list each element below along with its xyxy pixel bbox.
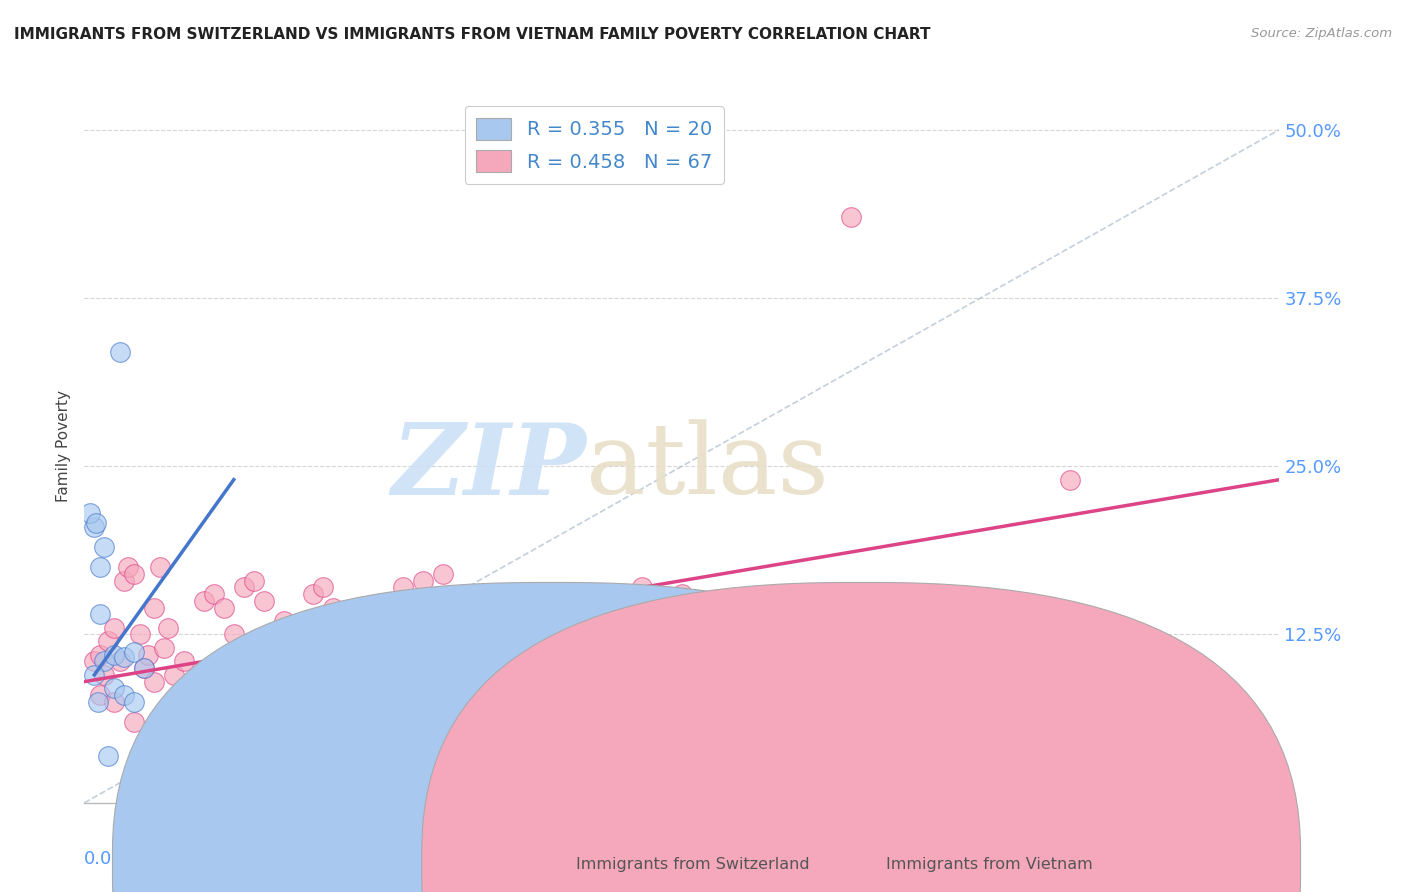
Point — [621, 735, 644, 749]
Point — [571, 614, 593, 628]
Point — [212, 600, 235, 615]
Point — [117, 560, 139, 574]
Point — [83, 520, 105, 534]
Point — [551, 640, 574, 655]
Point — [79, 506, 101, 520]
Point — [512, 621, 534, 635]
Point — [242, 574, 264, 588]
Point — [1059, 473, 1081, 487]
Point — [163, 668, 186, 682]
Point — [242, 640, 264, 655]
Point — [173, 655, 195, 669]
Point — [273, 614, 295, 628]
Point — [361, 695, 384, 709]
Point — [183, 681, 205, 696]
Point — [373, 600, 395, 615]
Legend: R = 0.355   N = 20, R = 0.458   N = 67: R = 0.355 N = 20, R = 0.458 N = 67 — [464, 106, 724, 184]
Point — [222, 729, 245, 743]
Point — [110, 344, 132, 359]
Point — [93, 668, 115, 682]
Point — [302, 587, 325, 601]
Point — [83, 668, 105, 682]
Point — [112, 574, 135, 588]
Point — [202, 708, 225, 723]
Text: 0.0%: 0.0% — [84, 850, 129, 868]
Point — [149, 560, 172, 574]
Point — [242, 735, 264, 749]
Point — [93, 655, 115, 669]
Point — [432, 566, 454, 581]
Text: 60.0%: 60.0% — [1223, 850, 1279, 868]
Point — [202, 587, 225, 601]
Point — [153, 722, 176, 736]
Point — [89, 607, 111, 622]
Point — [136, 648, 159, 662]
Point — [322, 600, 344, 615]
Point — [222, 627, 245, 641]
Point — [502, 708, 524, 723]
Point — [263, 655, 285, 669]
Point — [839, 210, 862, 224]
Point — [253, 594, 276, 608]
Point — [292, 655, 315, 669]
Point — [561, 729, 583, 743]
Point — [103, 648, 125, 662]
Point — [263, 722, 285, 736]
Point — [122, 645, 145, 659]
Point — [83, 655, 105, 669]
Point — [132, 661, 156, 675]
Text: ZIP: ZIP — [391, 419, 586, 516]
Point — [86, 516, 108, 530]
Text: IMMIGRANTS FROM SWITZERLAND VS IMMIGRANTS FROM VIETNAM FAMILY POVERTY CORRELATIO: IMMIGRANTS FROM SWITZERLAND VS IMMIGRANT… — [14, 27, 931, 42]
Point — [112, 650, 135, 665]
Point — [122, 566, 145, 581]
Point — [412, 574, 434, 588]
Point — [122, 695, 145, 709]
Point — [352, 648, 374, 662]
Point — [89, 648, 111, 662]
Text: Source: ZipAtlas.com: Source: ZipAtlas.com — [1251, 27, 1392, 40]
Text: atlas: atlas — [586, 419, 830, 516]
Point — [163, 722, 186, 736]
Point — [103, 621, 125, 635]
Point — [153, 640, 176, 655]
Point — [122, 714, 145, 729]
Point — [157, 621, 180, 635]
Point — [129, 627, 152, 641]
Point — [332, 614, 354, 628]
Point — [103, 681, 125, 696]
Y-axis label: Family Poverty: Family Poverty — [56, 390, 72, 502]
Text: Immigrants from Vietnam: Immigrants from Vietnam — [886, 857, 1092, 871]
Text: Immigrants from Switzerland: Immigrants from Switzerland — [576, 857, 810, 871]
Point — [103, 695, 125, 709]
Point — [671, 587, 693, 601]
Point — [232, 580, 254, 594]
Point — [283, 640, 305, 655]
Point — [87, 695, 110, 709]
Point — [89, 560, 111, 574]
Point — [651, 607, 673, 622]
Point — [132, 661, 156, 675]
Point — [312, 580, 335, 594]
Point — [471, 607, 494, 622]
Point — [97, 634, 120, 648]
Point — [143, 600, 166, 615]
Point — [110, 655, 132, 669]
Point — [143, 674, 166, 689]
Point — [97, 748, 120, 763]
Point — [193, 594, 215, 608]
Point — [422, 695, 444, 709]
Point — [89, 688, 111, 702]
Point — [631, 580, 654, 594]
Point — [93, 540, 115, 554]
Point — [591, 627, 613, 641]
Point — [302, 722, 325, 736]
Point — [163, 729, 186, 743]
Point — [770, 587, 793, 601]
Point — [710, 607, 733, 622]
Point — [112, 688, 135, 702]
Point — [392, 580, 415, 594]
